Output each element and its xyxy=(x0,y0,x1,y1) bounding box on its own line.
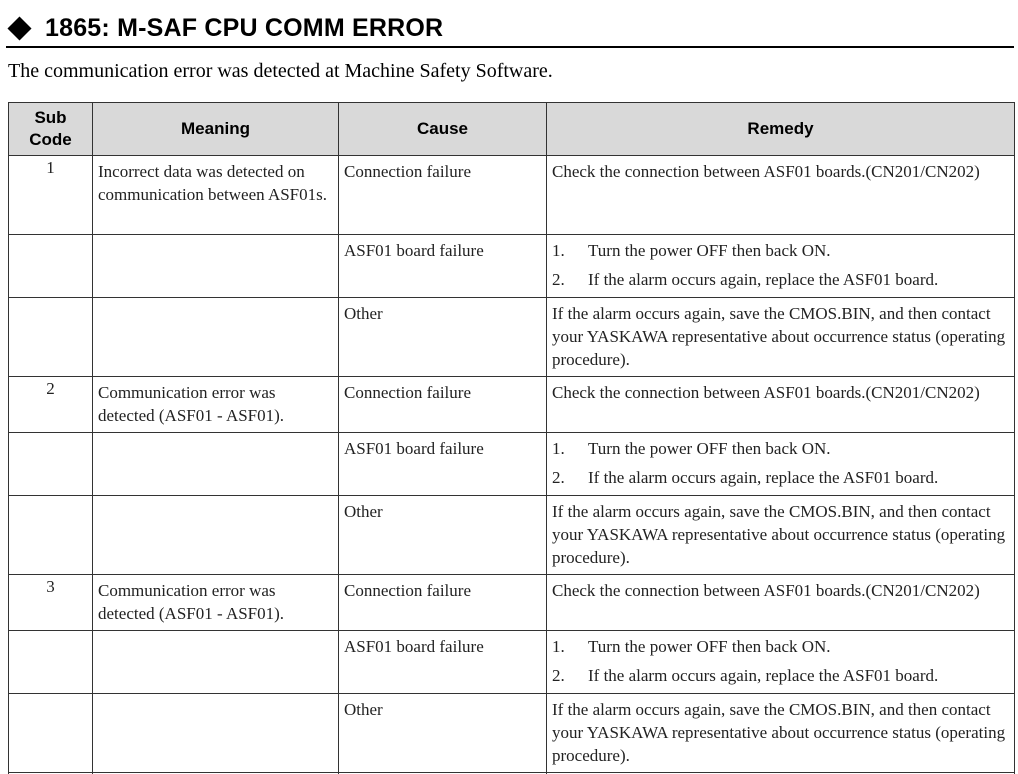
sub-code-cell xyxy=(8,630,93,694)
step-text: Turn the power OFF then back ON. xyxy=(588,241,831,260)
sub-code-cell: 2 xyxy=(8,376,93,433)
column-header-cause: Cause xyxy=(338,102,547,156)
sub-code-cell xyxy=(8,297,93,377)
remedy-steps: 1. Turn the power OFF then back ON. 2. I… xyxy=(547,433,1014,489)
step-text: Turn the power OFF then back ON. xyxy=(588,439,831,458)
remedy-cell: Check the connection between ASF01 board… xyxy=(546,155,1015,235)
meaning-cell xyxy=(92,693,339,773)
step-text: If the alarm occurs again, replace the A… xyxy=(588,468,939,487)
remedy-step: 2. If the alarm occurs again, replace th… xyxy=(552,664,1009,687)
step-number: 2. xyxy=(552,468,565,487)
meaning-cell xyxy=(92,630,339,694)
remedy-steps: 1. Turn the power OFF then back ON. 2. I… xyxy=(547,631,1014,687)
remedy-step: 1. Turn the power OFF then back ON. xyxy=(552,437,1009,460)
page-title: 1865: M-SAF CPU COMM ERROR xyxy=(45,13,444,42)
step-number: 1. xyxy=(552,241,565,260)
cause-cell: Other xyxy=(338,495,547,575)
meaning-cell: Communication error was detected (ASF01 … xyxy=(92,574,339,631)
step-number: 2. xyxy=(552,270,565,289)
step-text: If the alarm occurs again, replace the A… xyxy=(588,666,939,685)
table-row: 2 Communication error was detected (ASF0… xyxy=(8,376,1015,433)
table-row: Other If the alarm occurs again, save th… xyxy=(8,297,1015,377)
meaning-cell xyxy=(92,432,339,496)
meaning-cell xyxy=(92,495,339,575)
step-number: 1. xyxy=(552,637,565,656)
cause-cell: ASF01 board failure xyxy=(338,630,547,694)
meaning-cell: Communication error was detected (ASF01 … xyxy=(92,376,339,433)
sub-code-cell xyxy=(8,495,93,575)
step-number: 2. xyxy=(552,666,565,685)
remedy-steps: 1. Turn the power OFF then back ON. 2. I… xyxy=(547,235,1014,291)
section-heading: 1865: M-SAF CPU COMM ERROR xyxy=(6,10,1014,48)
remedy-cell: Check the connection between ASF01 board… xyxy=(546,376,1015,433)
cause-cell: Connection failure xyxy=(338,376,547,433)
table-row: ASF01 board failure 1. Turn the power OF… xyxy=(8,630,1015,694)
cause-cell: Connection failure xyxy=(338,574,547,631)
step-text: Turn the power OFF then back ON. xyxy=(588,637,831,656)
sub-code-cell: 3 xyxy=(8,574,93,631)
sub-code-cell xyxy=(8,234,93,298)
table-row: ASF01 board failure 1. Turn the power OF… xyxy=(8,234,1015,298)
table-row xyxy=(8,772,1015,774)
table-row: ASF01 board failure 1. Turn the power OF… xyxy=(8,432,1015,496)
remedy-cell: If the alarm occurs again, save the CMOS… xyxy=(546,297,1015,377)
step-text: If the alarm occurs again, replace the A… xyxy=(588,270,939,289)
sub-code-cell: 1 xyxy=(8,155,93,235)
meaning-cell xyxy=(92,234,339,298)
table-row: Other If the alarm occurs again, save th… xyxy=(8,693,1015,773)
step-number: 1. xyxy=(552,439,565,458)
cause-cell: Other xyxy=(338,297,547,377)
cause-cell: ASF01 board failure xyxy=(338,432,547,496)
meaning-cell xyxy=(92,297,339,377)
sub-code-table: Sub Code Meaning Cause Remedy 1 Incorrec… xyxy=(8,102,1015,774)
remedy-cell: If the alarm occurs again, save the CMOS… xyxy=(546,693,1015,773)
sub-code-cell xyxy=(8,693,93,773)
diamond-bullet-icon xyxy=(7,15,32,41)
table-row: 3 Communication error was detected (ASF0… xyxy=(8,574,1015,631)
column-header-sub-code: Sub Code xyxy=(8,102,93,156)
remedy-cell xyxy=(546,772,1015,774)
table-row: 1 Incorrect data was detected on communi… xyxy=(8,155,1015,235)
remedy-step: 2. If the alarm occurs again, replace th… xyxy=(552,466,1009,489)
column-header-remedy: Remedy xyxy=(546,102,1015,156)
table-header-row: Sub Code Meaning Cause Remedy xyxy=(8,102,1015,156)
cause-cell: Other xyxy=(338,693,547,773)
remedy-cell: 1. Turn the power OFF then back ON. 2. I… xyxy=(546,630,1015,694)
remedy-cell: 1. Turn the power OFF then back ON. 2. I… xyxy=(546,432,1015,496)
table-row: Other If the alarm occurs again, save th… xyxy=(8,495,1015,575)
intro-paragraph: The communication error was detected at … xyxy=(8,60,553,82)
column-header-meaning: Meaning xyxy=(92,102,339,156)
remedy-step: 2. If the alarm occurs again, replace th… xyxy=(552,268,1009,291)
sub-code-cell xyxy=(8,432,93,496)
cause-cell: ASF01 board failure xyxy=(338,234,547,298)
remedy-cell: Check the connection between ASF01 board… xyxy=(546,574,1015,631)
remedy-step: 1. Turn the power OFF then back ON. xyxy=(552,635,1009,658)
remedy-step: 1. Turn the power OFF then back ON. xyxy=(552,239,1009,262)
cause-cell: Connection failure xyxy=(338,155,547,235)
meaning-cell: Incorrect data was detected on communica… xyxy=(92,155,339,235)
remedy-cell: 1. Turn the power OFF then back ON. 2. I… xyxy=(546,234,1015,298)
remedy-cell: If the alarm occurs again, save the CMOS… xyxy=(546,495,1015,575)
